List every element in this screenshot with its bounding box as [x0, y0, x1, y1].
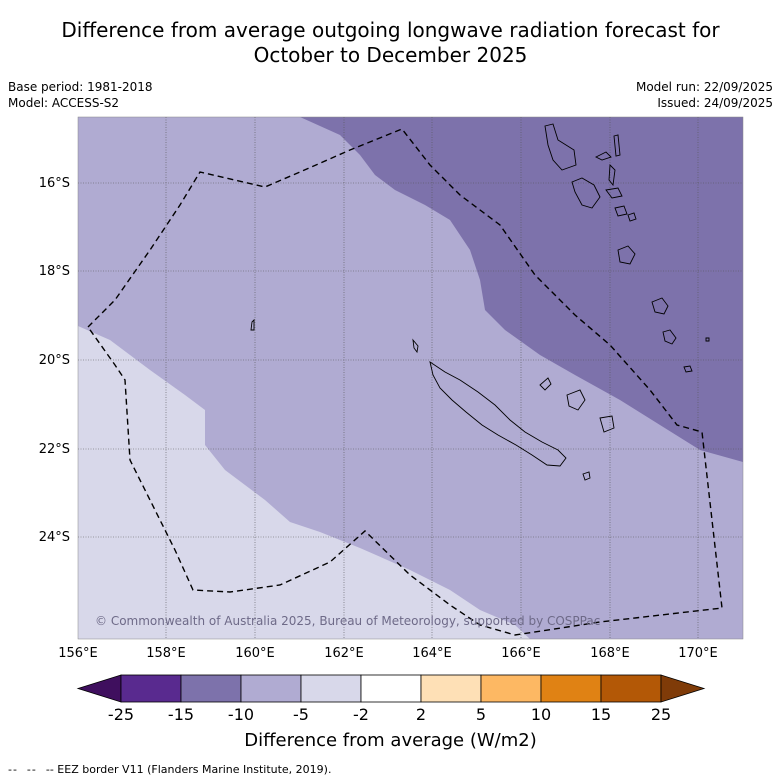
vanuatu-maewo: [613, 134, 621, 157]
vanuatu-malakula: [571, 177, 601, 209]
vanuatu-espiritu-santo: [544, 123, 577, 171]
lon-label-160e: 160°E: [235, 646, 275, 661]
title-line-2: October to December 2025: [253, 43, 528, 67]
lon-label-164e: 164°E: [412, 646, 452, 661]
cb-tick-minus15: -15: [167, 705, 195, 724]
cb-tick-minus25: -25: [107, 705, 135, 724]
lat-label-24s: 24°S: [38, 530, 70, 545]
colorbar-segment: [420, 674, 482, 703]
meta-left: Base period: 1981-2018 Model: ACCESS-S2: [8, 79, 153, 111]
base-period: Base period: 1981-2018: [8, 80, 153, 94]
colorbar-extend-min: [76, 674, 122, 703]
lat-label-22s: 22°S: [38, 442, 70, 457]
model-name: Model: ACCESS-S2: [8, 96, 120, 110]
eez-legend-text: -- EEZ border V11 (Flanders Marine Insti…: [45, 763, 332, 776]
coastlines: [250, 123, 710, 481]
colorbar-segment: [120, 674, 182, 703]
lat-label-16s: 16°S: [38, 176, 70, 191]
lon-label-158e: 158°E: [146, 646, 186, 661]
matthew-island: [705, 337, 710, 342]
cb-tick-minus5: -5: [293, 705, 309, 724]
vanuatu-ambrym: [605, 187, 623, 199]
isle-of-pines: [582, 471, 591, 481]
colorbar-segment: [480, 674, 542, 703]
cb-tick-25: 25: [650, 705, 672, 724]
loyalty-island-mare: [599, 415, 615, 433]
anomaly-band-minus5: [78, 326, 530, 639]
chart-title: Difference from average outgoing longwav…: [0, 18, 781, 68]
cb-tick-10: 10: [530, 705, 552, 724]
colorbar-segment: [300, 674, 362, 703]
colorbar-segment: [360, 674, 422, 703]
loyalty-island-ouvea: [539, 377, 552, 391]
lon-label-156e: 156°E: [58, 646, 98, 661]
anomaly-band-minus15: [300, 117, 743, 462]
colorbar-segment: [180, 674, 242, 703]
cb-tick-minus2: -2: [353, 705, 369, 724]
colorbar-segment: [600, 674, 662, 703]
cb-tick-5: 5: [475, 705, 487, 724]
map-area: [78, 117, 743, 639]
vanuatu-pentecost: [608, 163, 616, 187]
vanuatu-erromango: [651, 297, 669, 315]
vanuatu-epi: [614, 205, 628, 217]
loyalty-island-lifou: [566, 389, 586, 411]
colorbar-segment: [540, 674, 602, 703]
eez-legend: -- -- -- EEZ border V11 (Flanders Marine…: [8, 763, 331, 776]
lon-label-168e: 168°E: [590, 646, 630, 661]
model-run: Model run: 22/09/2025: [635, 80, 773, 94]
meta-right: Model run: 22/09/2025 Issued: 24/09/2025: [636, 79, 773, 111]
cb-tick-15: 15: [590, 705, 612, 724]
belep-islands: [412, 338, 419, 354]
lat-label-20s: 20°S: [38, 353, 70, 368]
map-frame: [77, 116, 744, 640]
colorbar-title: Difference from average (W/m2): [244, 730, 537, 751]
lat-label-18s: 18°S: [38, 264, 70, 279]
vanuatu-tanna: [662, 329, 677, 345]
colorbar: [76, 674, 706, 703]
issued-date: Issued: 24/09/2025: [657, 96, 773, 110]
graticule: [78, 117, 743, 639]
cb-tick-minus10: -10: [227, 705, 255, 724]
vanuatu-aneityum: [683, 365, 693, 373]
lon-label-166e: 166°E: [501, 646, 541, 661]
lon-label-170e: 170°E: [678, 646, 718, 661]
colorbar-segment: [240, 674, 302, 703]
cb-tick-2: 2: [415, 705, 427, 724]
chesterfield-reef: [250, 318, 255, 331]
vanuatu-shepherds: [627, 212, 637, 222]
new-caledonia-mainland: [429, 360, 567, 467]
eez-border: [87, 128, 723, 636]
eez-legend-symbol: -- --: [8, 763, 46, 776]
colorbar-extend-max: [660, 674, 706, 703]
vanuatu-efate: [617, 245, 636, 265]
copyright-notice: © Commonwealth of Australia 2025, Bureau…: [95, 614, 601, 628]
vanuatu-ambae: [594, 151, 612, 161]
title-line-1: Difference from average outgoing longwav…: [61, 18, 720, 42]
lon-label-162e: 162°E: [324, 646, 364, 661]
